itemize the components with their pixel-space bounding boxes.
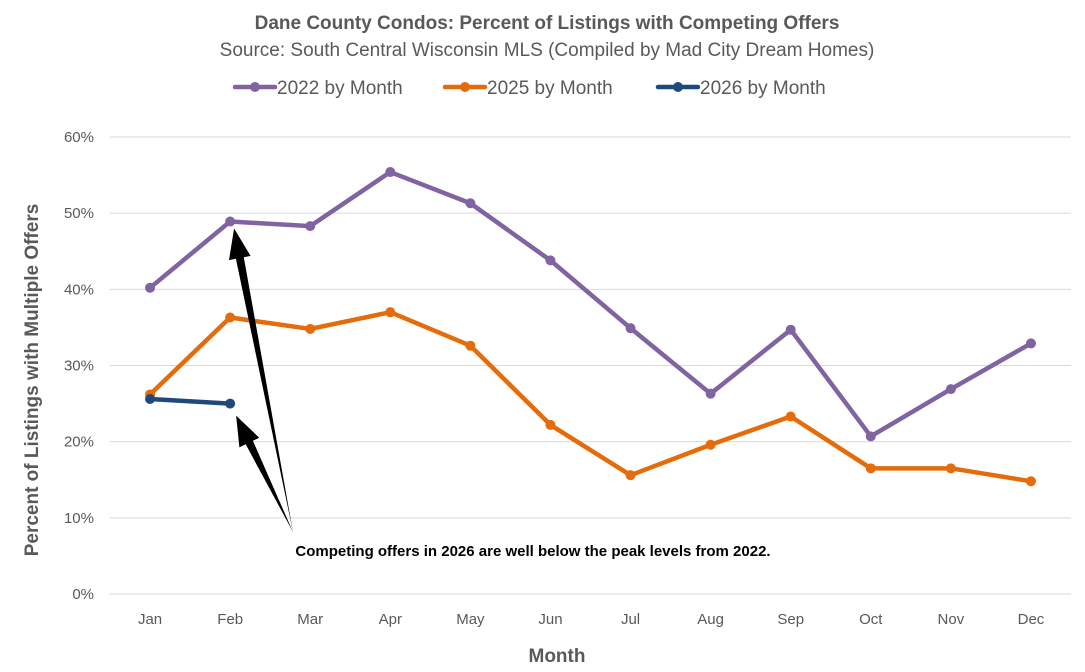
legend-marker	[673, 82, 683, 92]
data-point	[785, 324, 796, 335]
data-point	[705, 388, 716, 399]
series-line-2022	[147, 169, 1034, 439]
data-point	[865, 463, 876, 474]
y-tick-label: 30%	[64, 358, 94, 375]
y-axis-ticks: 0% 10% 20% 30% 40% 50% 60%	[64, 129, 94, 603]
gridlines	[110, 136, 1071, 595]
annotation: Competing offers in 2026 are well below …	[229, 228, 771, 560]
x-tick-label: May	[456, 611, 485, 628]
x-tick-label: Jan	[138, 611, 162, 628]
series-layer	[145, 167, 1036, 487]
data-point	[785, 411, 796, 422]
y-tick-label: 60%	[64, 129, 94, 146]
data-point	[145, 282, 156, 293]
data-point	[865, 431, 876, 442]
chart-subtitle: Source: South Central Wisconsin MLS (Com…	[220, 40, 875, 61]
x-axis-title: Month	[529, 646, 586, 667]
legend-label: 2026 by Month	[700, 78, 826, 99]
legend-label: 2022 by Month	[277, 78, 403, 99]
data-point	[945, 463, 956, 474]
legend-marker	[250, 82, 260, 92]
data-point	[545, 419, 556, 430]
series-2026	[145, 394, 236, 409]
data-point	[625, 470, 636, 481]
y-tick-label: 10%	[64, 510, 94, 527]
data-point	[305, 221, 316, 232]
legend: 2022 by Month 2025 by Month 2026 by Month	[232, 78, 826, 99]
y-tick-label: 50%	[64, 205, 94, 222]
data-point	[625, 323, 636, 334]
y-tick-label: 40%	[64, 281, 94, 298]
data-point	[385, 167, 396, 178]
data-point	[465, 340, 476, 351]
data-point	[1025, 338, 1036, 349]
x-tick-label: Mar	[297, 611, 323, 628]
data-point	[1025, 476, 1036, 487]
data-point	[225, 398, 236, 409]
data-point	[225, 312, 236, 323]
chart-title: Dane County Condos: Percent of Listings …	[255, 13, 840, 34]
x-tick-label: Aug	[697, 611, 724, 628]
series-line-2025	[147, 309, 1034, 484]
x-tick-label: Dec	[1018, 611, 1045, 628]
data-point	[385, 307, 396, 318]
data-point	[945, 384, 956, 395]
x-tick-label: Jun	[538, 611, 562, 628]
data-point	[305, 323, 316, 334]
legend-label: 2025 by Month	[487, 78, 613, 99]
x-tick-label: Jul	[621, 611, 640, 628]
y-axis-title: Percent of Listings with Multiple Offers	[22, 204, 43, 557]
y-tick-label: 0%	[72, 586, 94, 603]
data-point	[705, 439, 716, 450]
annotation-arrow-2022	[229, 228, 293, 532]
data-point	[225, 216, 236, 227]
legend-marker	[460, 82, 470, 92]
data-point	[145, 394, 156, 405]
series-line-2026	[147, 396, 233, 406]
x-tick-label: Oct	[859, 611, 883, 628]
data-point	[545, 255, 556, 266]
x-tick-label: Feb	[217, 611, 243, 628]
data-point	[465, 198, 476, 209]
x-tick-label: Nov	[938, 611, 965, 628]
x-axis-ticks: Jan Feb Mar Apr May Jun Jul Aug Sep Oct Nov Dec	[138, 611, 1045, 628]
annotation-text: Competing offers in 2026 are well below …	[295, 543, 770, 560]
y-tick-label: 20%	[64, 434, 94, 451]
x-tick-label: Apr	[379, 611, 402, 628]
annotation-arrow-2026	[236, 415, 293, 532]
series-2022	[145, 167, 1036, 442]
x-tick-label: Sep	[777, 611, 804, 628]
